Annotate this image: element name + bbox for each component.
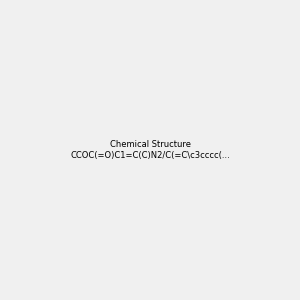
Text: Chemical Structure
CCOC(=O)C1=C(C)N2/C(=C\c3cccc(...: Chemical Structure CCOC(=O)C1=C(C)N2/C(=…	[70, 140, 230, 160]
